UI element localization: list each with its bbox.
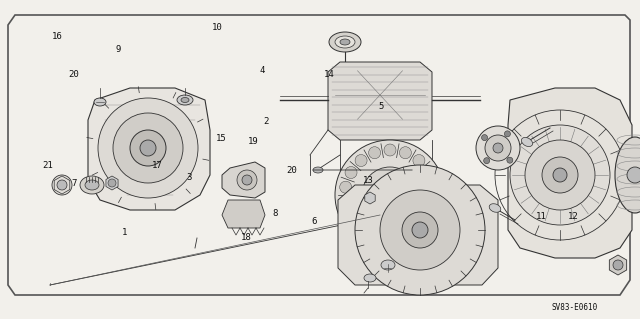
Ellipse shape <box>364 274 376 282</box>
Ellipse shape <box>381 260 395 270</box>
Ellipse shape <box>340 197 352 209</box>
Text: 6: 6 <box>311 217 316 226</box>
Ellipse shape <box>542 157 578 193</box>
Ellipse shape <box>113 113 183 183</box>
Text: 9: 9 <box>116 45 121 54</box>
Polygon shape <box>222 200 265 228</box>
Ellipse shape <box>481 135 488 141</box>
Ellipse shape <box>428 197 440 209</box>
Ellipse shape <box>402 212 438 248</box>
Ellipse shape <box>613 260 623 270</box>
Ellipse shape <box>335 140 445 250</box>
Ellipse shape <box>108 179 116 187</box>
Ellipse shape <box>510 125 610 225</box>
Ellipse shape <box>52 175 72 195</box>
Polygon shape <box>365 192 375 204</box>
Ellipse shape <box>399 147 412 159</box>
Ellipse shape <box>369 147 381 159</box>
Ellipse shape <box>362 167 418 223</box>
Ellipse shape <box>378 183 402 207</box>
Ellipse shape <box>525 140 595 210</box>
Ellipse shape <box>384 144 396 156</box>
Ellipse shape <box>242 175 252 185</box>
Text: 8: 8 <box>273 209 278 218</box>
Ellipse shape <box>489 204 501 212</box>
Ellipse shape <box>423 211 435 224</box>
Ellipse shape <box>484 158 490 164</box>
Text: SV83-E0610: SV83-E0610 <box>552 303 598 313</box>
Ellipse shape <box>615 137 640 213</box>
Ellipse shape <box>413 154 425 167</box>
Text: 20: 20 <box>286 166 296 175</box>
Ellipse shape <box>181 98 189 102</box>
Text: 18: 18 <box>241 233 252 242</box>
Ellipse shape <box>140 140 156 156</box>
Text: 10: 10 <box>212 23 223 32</box>
Ellipse shape <box>57 180 67 190</box>
Ellipse shape <box>335 36 355 48</box>
Polygon shape <box>508 88 632 258</box>
Ellipse shape <box>355 154 367 167</box>
Ellipse shape <box>313 167 323 173</box>
Ellipse shape <box>80 176 104 194</box>
Ellipse shape <box>98 98 198 198</box>
Ellipse shape <box>522 137 532 147</box>
Polygon shape <box>106 176 118 190</box>
Ellipse shape <box>399 231 412 243</box>
Ellipse shape <box>329 32 361 52</box>
Ellipse shape <box>493 143 503 153</box>
Ellipse shape <box>476 126 520 170</box>
Ellipse shape <box>413 224 425 235</box>
Text: 16: 16 <box>52 32 63 41</box>
Text: 13: 13 <box>363 176 373 185</box>
Polygon shape <box>88 88 210 210</box>
Ellipse shape <box>412 222 428 238</box>
Ellipse shape <box>355 224 367 235</box>
Text: 11: 11 <box>536 212 546 221</box>
Text: 17: 17 <box>152 161 162 170</box>
Polygon shape <box>609 255 627 275</box>
Text: 19: 19 <box>248 137 258 146</box>
Text: 14: 14 <box>324 70 335 79</box>
Ellipse shape <box>553 168 567 182</box>
Ellipse shape <box>504 131 511 137</box>
Ellipse shape <box>340 181 352 193</box>
Polygon shape <box>328 62 432 140</box>
Ellipse shape <box>130 130 166 166</box>
Ellipse shape <box>355 165 485 295</box>
Text: 5: 5 <box>378 102 383 111</box>
Text: 4: 4 <box>260 66 265 75</box>
Ellipse shape <box>177 95 193 105</box>
Ellipse shape <box>507 157 513 163</box>
Ellipse shape <box>423 167 435 179</box>
Ellipse shape <box>94 98 106 106</box>
Ellipse shape <box>345 211 357 224</box>
Ellipse shape <box>345 167 357 179</box>
Polygon shape <box>338 185 498 285</box>
Ellipse shape <box>380 190 460 270</box>
Ellipse shape <box>428 181 440 193</box>
Ellipse shape <box>369 231 381 243</box>
Text: 2: 2 <box>263 117 268 126</box>
Text: 15: 15 <box>216 134 226 143</box>
Text: 20: 20 <box>68 70 79 79</box>
Ellipse shape <box>485 135 511 161</box>
Text: 12: 12 <box>568 212 578 221</box>
Polygon shape <box>222 162 265 198</box>
Ellipse shape <box>85 180 99 190</box>
Text: 3: 3 <box>186 173 191 182</box>
Ellipse shape <box>237 170 257 190</box>
Polygon shape <box>8 15 630 295</box>
Text: 21: 21 <box>43 161 53 170</box>
Ellipse shape <box>340 39 350 45</box>
Text: 1: 1 <box>122 228 127 237</box>
Ellipse shape <box>384 234 396 246</box>
Text: 7: 7 <box>71 179 76 188</box>
Ellipse shape <box>627 167 640 183</box>
